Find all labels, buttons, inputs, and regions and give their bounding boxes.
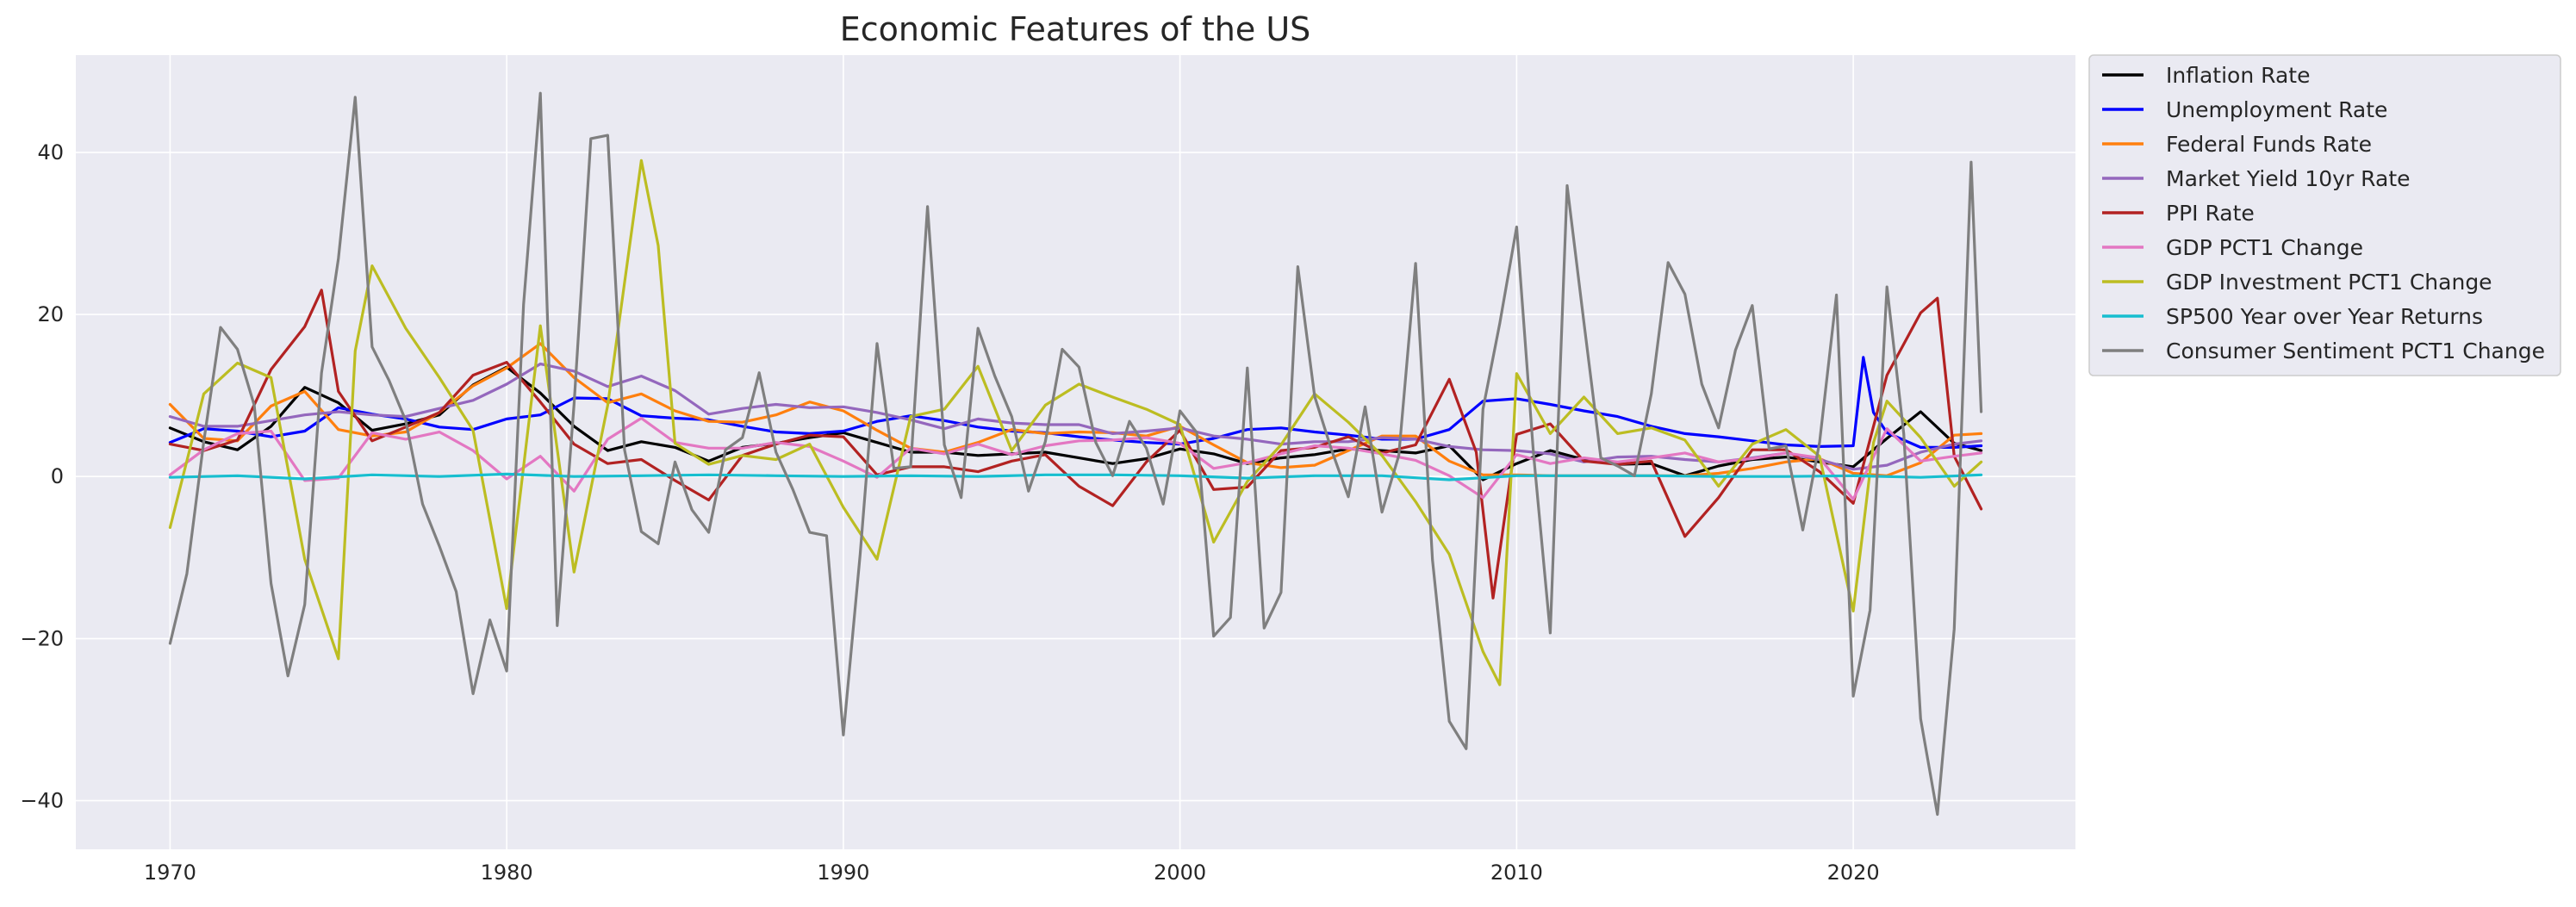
legend-item: GDP PCT1 Change	[2102, 235, 2363, 260]
x-tick-label: 2010	[1490, 860, 1543, 885]
series-lines	[168, 91, 1983, 817]
y-tick-label: 40	[37, 140, 64, 165]
x-tick-label: 2020	[1827, 860, 1880, 885]
plot-background	[76, 55, 2075, 849]
legend: Inflation Rate Unemployment Rate Federal F…	[2088, 54, 2561, 376]
legend-label: Unemployment Rate	[2166, 97, 2387, 122]
y-tick-label: 20	[37, 302, 64, 326]
legend-item: PPI Rate	[2102, 201, 2255, 226]
y-tick-label: 0	[51, 464, 64, 488]
legend-label: Market Yield 10yr Rate	[2166, 166, 2411, 191]
series-line-8	[168, 91, 1983, 817]
series-line-7	[168, 472, 1983, 481]
legend-item: SP500 Year over Year Returns	[2102, 304, 2483, 329]
x-tick-label: 1990	[817, 860, 869, 885]
legend-label: Consumer Sentiment PCT1 Change	[2166, 339, 2545, 363]
series-line-6	[168, 158, 1983, 686]
y-axis-ticks: −40 −20 0 20 40	[20, 140, 64, 813]
legend-item: GDP Investment PCT1 Change	[2102, 270, 2492, 295]
chart-title: Economic Features of the US	[840, 10, 1311, 48]
legend-label: PPI Rate	[2166, 201, 2255, 226]
legend-label: GDP Investment PCT1 Change	[2166, 270, 2492, 295]
legend-label: Inflation Rate	[2166, 63, 2310, 88]
series-line-5	[168, 416, 1983, 501]
x-tick-label: 1970	[144, 860, 196, 885]
legend-item: Unemployment Rate	[2102, 97, 2387, 122]
y-tick-label: −40	[20, 789, 64, 813]
y-tick-label: −20	[20, 626, 64, 650]
legend-label: GDP PCT1 Change	[2166, 235, 2363, 260]
legend-item: Consumer Sentiment PCT1 Change	[2102, 339, 2545, 363]
series-line-4	[168, 289, 1983, 599]
legend-label: Federal Funds Rate	[2166, 132, 2372, 157]
legend-item: Federal Funds Rate	[2102, 132, 2372, 157]
legend-item: Inflation Rate	[2102, 63, 2310, 88]
x-tick-label: 1980	[481, 860, 533, 885]
x-tick-label: 2000	[1154, 860, 1206, 885]
legend-frame	[2088, 54, 2561, 376]
series-line-3	[168, 362, 1983, 471]
legend-item: Market Yield 10yr Rate	[2102, 166, 2411, 191]
x-axis-ticks: 1970 1980 1990 2000 2010 2020	[144, 860, 1880, 885]
legend-label: SP500 Year over Year Returns	[2166, 304, 2483, 329]
